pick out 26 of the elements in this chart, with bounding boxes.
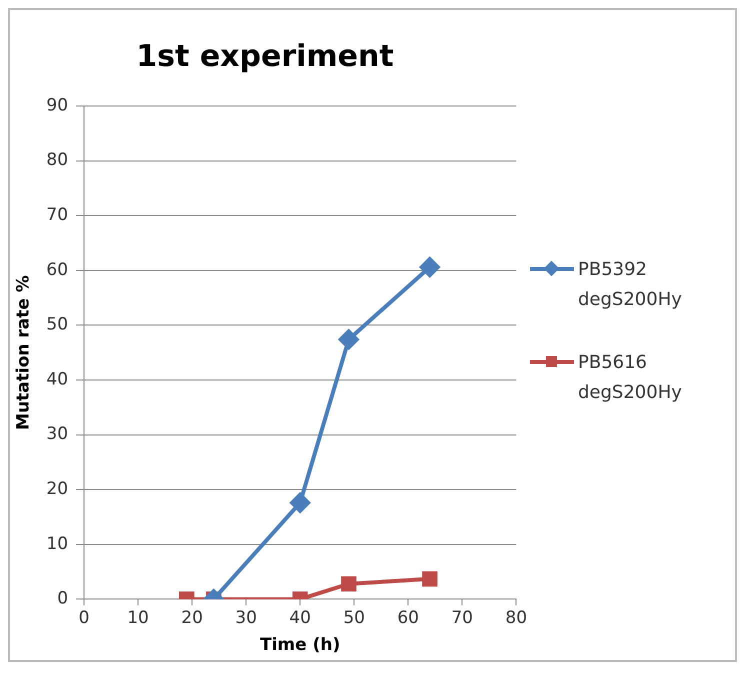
y-axis-title: Mutation rate % — [14, 275, 34, 430]
y-tick-label: 70 — [46, 205, 68, 226]
y-tick-label: 40 — [46, 369, 68, 390]
x-tick-label: 80 — [505, 608, 528, 628]
y-tick-label: 30 — [46, 424, 68, 444]
legend-label: PB5616 degS200Hy — [578, 351, 683, 405]
x-tick-label: 70 — [451, 608, 473, 628]
x-tick-label: 50 — [343, 608, 365, 628]
x-tick-label: 10 — [127, 608, 149, 628]
y-tick-label: 20 — [46, 479, 68, 500]
x-tick-label: 0 — [78, 608, 90, 628]
y-tick-label: 90 — [46, 95, 68, 116]
point — [338, 329, 359, 350]
y-tick-label: 50 — [46, 314, 68, 335]
x-tick-label: 20 — [181, 608, 203, 628]
x-tick-label: 40 — [289, 608, 311, 628]
x-axis-title: Time (h) — [260, 635, 340, 656]
y-tick-label: 10 — [46, 534, 68, 554]
point — [420, 257, 440, 278]
y-tick-label: 0 — [57, 588, 68, 609]
y-tick-label: 60 — [46, 260, 68, 280]
y-tick-label: 80 — [46, 150, 68, 170]
chart-title: 1st experiment — [136, 38, 394, 74]
legend-label: PB5392 degS200Hy — [578, 258, 683, 312]
x-tick-label: 60 — [397, 608, 419, 628]
x-tick-label: 30 — [235, 608, 257, 628]
